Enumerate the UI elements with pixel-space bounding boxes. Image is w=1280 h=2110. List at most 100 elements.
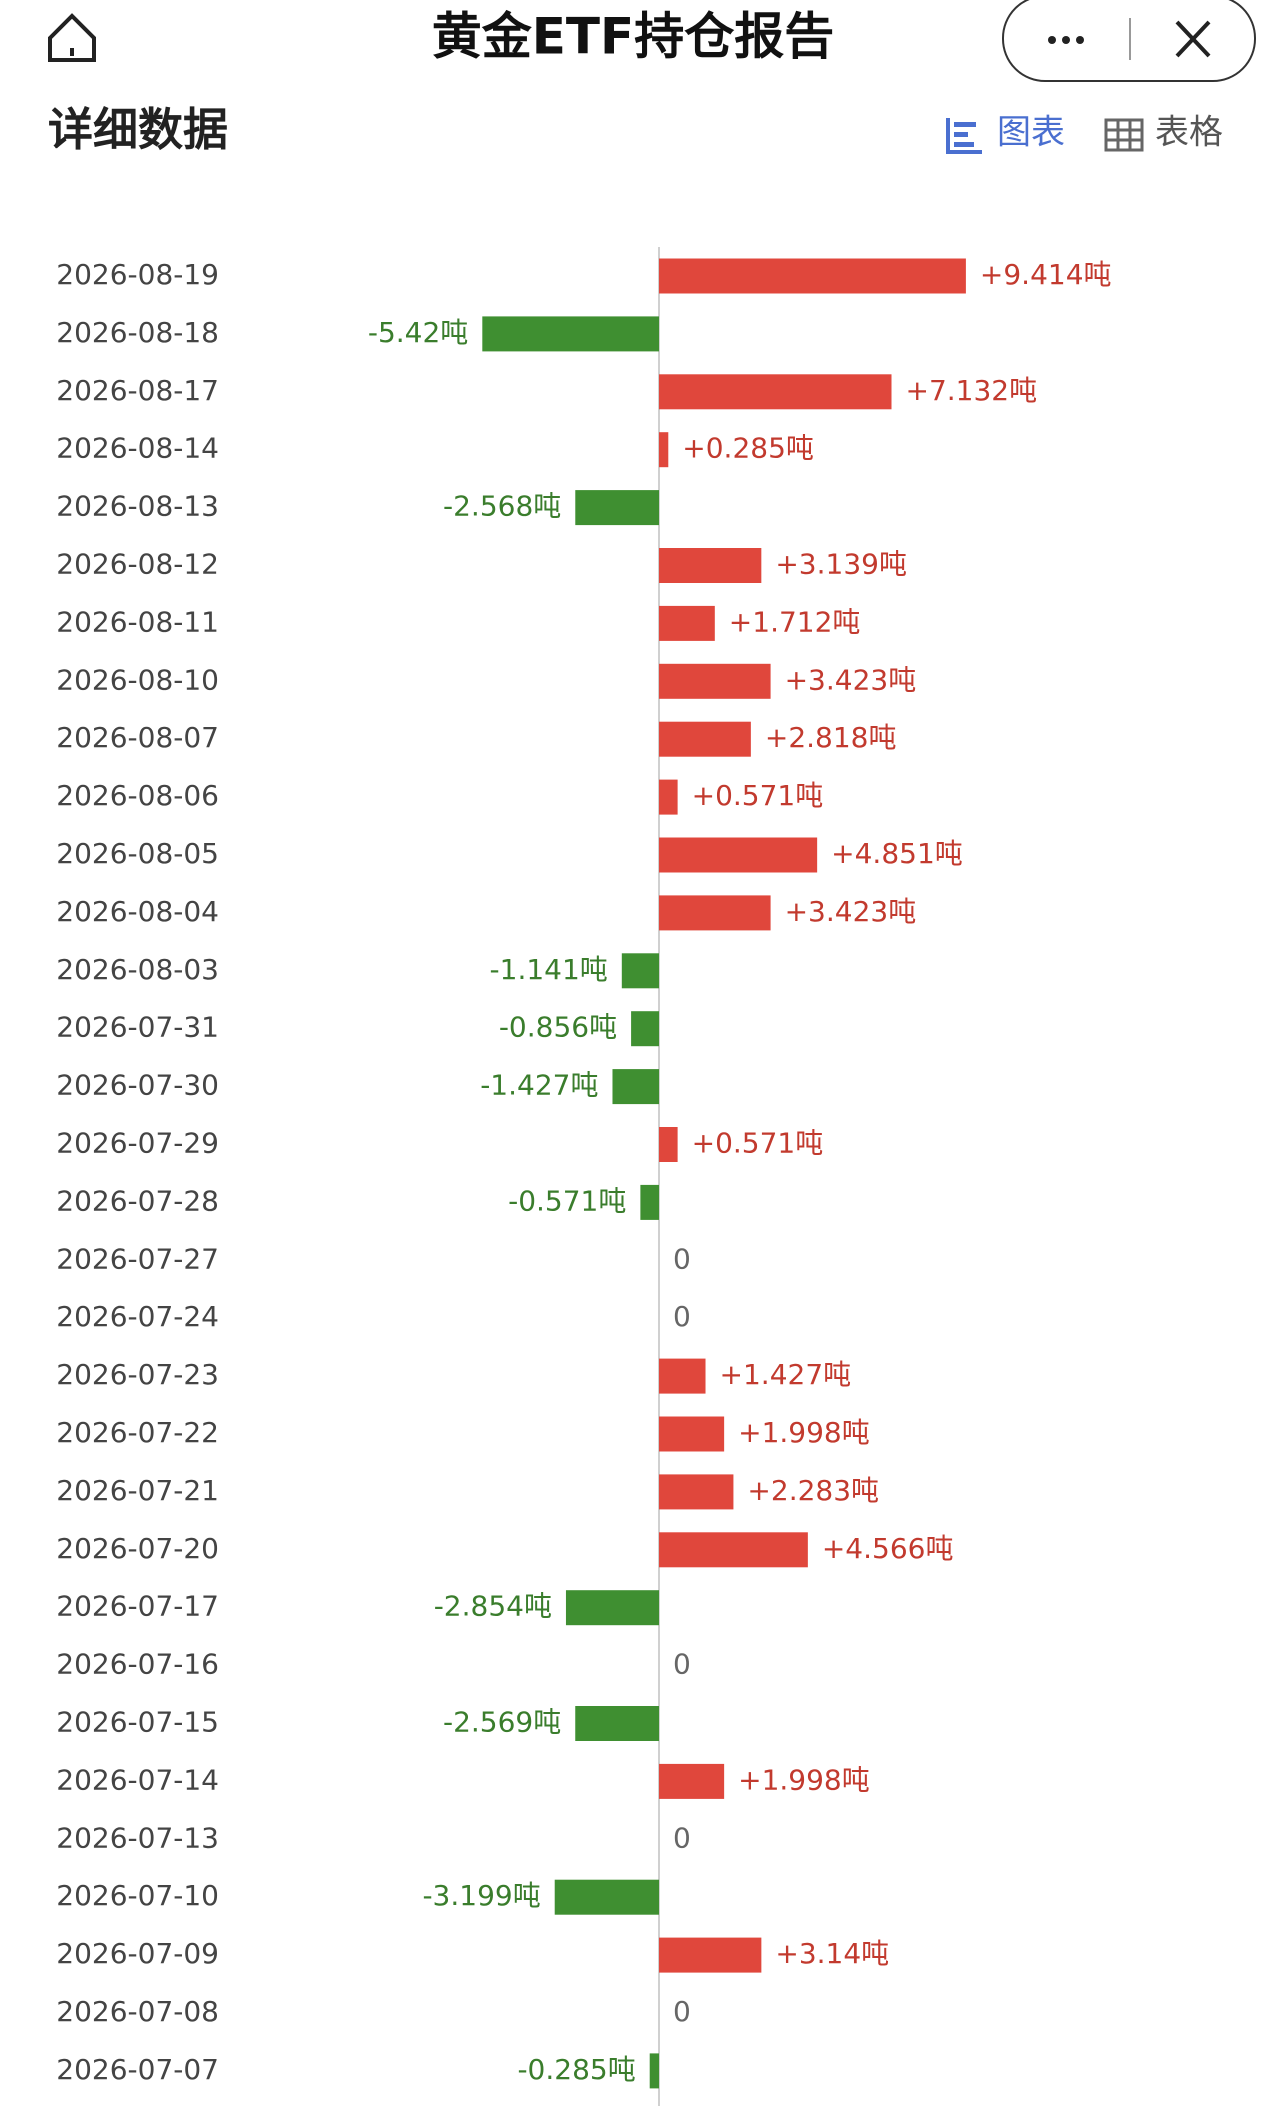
category-label: 2026-07-24 — [56, 1300, 219, 1333]
category-label: 2026-07-31 — [56, 1011, 219, 1044]
category-label: 2026-08-10 — [56, 663, 219, 696]
bar — [565, 1590, 659, 1626]
value-label: -2.568吨 — [443, 490, 561, 523]
value-label: +0.285吨 — [682, 432, 814, 465]
section-title: 详细数据 — [48, 103, 228, 156]
category-label: 2026-08-19 — [56, 258, 219, 291]
category-label: 2026-07-21 — [56, 1474, 219, 1507]
bar — [659, 1937, 762, 1973]
tab-chart[interactable]: 图表 — [997, 113, 1065, 153]
value-label: 0 — [673, 1821, 691, 1854]
category-label: 2026-07-09 — [56, 1937, 219, 1970]
bar — [659, 837, 818, 873]
bar — [659, 1474, 734, 1510]
value-label: -0.856吨 — [499, 1011, 617, 1044]
bar — [659, 1127, 678, 1162]
value-label: +3.423吨 — [785, 895, 917, 928]
page-title: 黄金ETF持仓报告 — [432, 8, 834, 66]
bar — [554, 1879, 659, 1915]
value-label: -5.42吨 — [368, 316, 468, 349]
value-label: -2.854吨 — [434, 1590, 552, 1623]
bar — [659, 1416, 725, 1452]
category-label: 2026-07-17 — [56, 1590, 219, 1623]
bar — [659, 605, 715, 641]
category-label: 2026-07-16 — [56, 1648, 219, 1681]
value-label: 0 — [673, 1300, 691, 1333]
home-icon[interactable] — [48, 13, 96, 62]
category-label: 2026-07-14 — [56, 1763, 219, 1796]
category-label: 2026-08-05 — [56, 837, 219, 870]
category-label: 2026-08-11 — [56, 605, 219, 638]
bar — [575, 490, 659, 526]
category-label: 2026-08-06 — [56, 779, 219, 812]
value-label: +0.571吨 — [692, 1127, 824, 1160]
bar — [649, 2053, 659, 2089]
bar — [659, 779, 678, 815]
more-button[interactable] — [1048, 36, 1084, 44]
bar — [575, 1706, 659, 1741]
value-label: 0 — [673, 1995, 691, 2028]
bar — [659, 258, 966, 294]
category-label: 2026-08-17 — [56, 374, 219, 407]
bar — [659, 374, 892, 410]
category-label: 2026-08-03 — [56, 953, 219, 986]
category-label: 2026-08-07 — [56, 721, 219, 754]
category-label: 2026-08-18 — [56, 316, 219, 349]
value-label: -0.571吨 — [508, 1184, 626, 1217]
value-label: +9.414吨 — [980, 258, 1112, 291]
value-label: 0 — [673, 1648, 691, 1681]
value-label: -2.569吨 — [443, 1706, 561, 1739]
value-label: +1.998吨 — [738, 1763, 870, 1796]
bar — [612, 1069, 659, 1105]
category-label: 2026-07-23 — [56, 1358, 219, 1391]
bar — [659, 1532, 808, 1568]
value-label: +1.427吨 — [720, 1358, 852, 1391]
bar — [659, 663, 771, 699]
tab-table[interactable]: 表格 — [1155, 113, 1223, 153]
category-label: 2026-07-28 — [56, 1184, 219, 1217]
bar — [659, 432, 669, 468]
bar — [482, 316, 659, 352]
close-button[interactable] — [1175, 20, 1211, 58]
value-label: +0.571吨 — [692, 779, 824, 812]
value-label: +7.132吨 — [906, 374, 1038, 407]
category-label: 2026-07-08 — [56, 1995, 219, 2028]
value-label: 0 — [673, 1242, 691, 1275]
value-label: +2.818吨 — [765, 721, 897, 754]
value-label: -3.199吨 — [422, 1879, 540, 1912]
bar — [659, 548, 762, 583]
bar — [640, 1184, 659, 1220]
bar — [659, 895, 771, 931]
category-label: 2026-07-13 — [56, 1821, 219, 1854]
value-label: +3.14吨 — [775, 1937, 889, 1970]
category-label: 2026-08-14 — [56, 432, 219, 465]
value-label: +3.423吨 — [785, 663, 917, 696]
category-label: 2026-07-07 — [56, 2053, 219, 2086]
category-label: 2026-08-13 — [56, 490, 219, 523]
value-label: +4.851吨 — [831, 837, 963, 870]
category-label: 2026-08-12 — [56, 548, 219, 581]
bar — [659, 721, 751, 757]
category-label: 2026-07-30 — [56, 1069, 219, 1102]
table-tab-icon[interactable] — [1104, 118, 1144, 152]
value-label: +1.712吨 — [729, 605, 861, 638]
value-label: +2.283吨 — [747, 1474, 879, 1507]
category-label: 2026-07-15 — [56, 1706, 219, 1739]
value-label: -1.141吨 — [490, 953, 608, 986]
chart-tab-icon[interactable] — [946, 118, 982, 154]
category-label: 2026-07-29 — [56, 1127, 219, 1160]
bar — [621, 953, 659, 989]
value-label: +4.566吨 — [822, 1532, 954, 1565]
category-label: 2026-08-04 — [56, 895, 219, 928]
bar — [631, 1011, 659, 1047]
category-label: 2026-07-22 — [56, 1416, 219, 1449]
value-label: -0.285吨 — [517, 2053, 635, 2086]
value-label: +1.998吨 — [738, 1416, 870, 1449]
category-label: 2026-07-10 — [56, 1879, 219, 1912]
value-label: -1.427吨 — [480, 1069, 598, 1102]
bar — [659, 1763, 725, 1799]
category-label: 2026-07-27 — [56, 1242, 219, 1275]
category-label: 2026-07-20 — [56, 1532, 219, 1565]
